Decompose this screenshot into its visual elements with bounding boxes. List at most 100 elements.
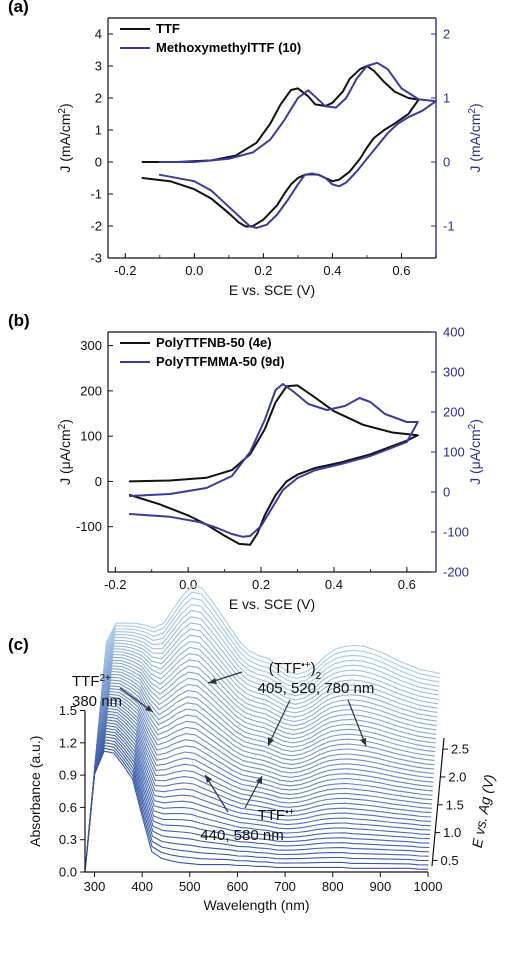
- x-tick-label: 600: [227, 879, 249, 894]
- spectrum-trace: [94, 622, 439, 762]
- annotation-ttf2plus-wavelength: 380 nm: [72, 693, 122, 710]
- y-axis-label: J (mA/cm2): [57, 103, 74, 172]
- y-tick-label: 200: [80, 383, 102, 398]
- panel-label: (b): [8, 311, 30, 330]
- y-axis-label: Absorbance (a.u.): [27, 736, 43, 847]
- panel-c: (c) 300 400 500 600 700 800 900 1000 Wavelength (…: [8, 585, 498, 913]
- spectrum-trace: [86, 727, 431, 850]
- legend-entry-2: MethoxymethylTTF (10): [156, 40, 301, 55]
- annotation-ttfplus-wavelength: 440, 580 nm: [200, 827, 283, 844]
- y-tick-label: 0: [95, 155, 102, 170]
- y-tick-label: 300: [80, 338, 102, 353]
- annotation-arrowhead: [360, 738, 366, 746]
- spectrum-trace: [88, 707, 433, 830]
- spectrum-trace: [85, 742, 429, 864]
- y2-tick-label: 100: [443, 445, 465, 460]
- spectrum-trace: [88, 705, 433, 827]
- y-tick-label: 0.3: [59, 832, 77, 847]
- z-tick-label: 1.0: [443, 825, 461, 840]
- spectrum-trace: [91, 673, 436, 796]
- spectrum-trace: [91, 670, 436, 793]
- y2-tick-label: 1: [443, 91, 450, 106]
- x-tick-label: 0.0: [179, 577, 197, 592]
- spectrum-trace: [86, 733, 430, 855]
- spectrum-trace: [90, 690, 434, 813]
- x-tick-label: 0.2: [254, 263, 272, 278]
- y2-tick-label: 0: [443, 485, 450, 500]
- annotation-arrow: [267, 699, 291, 747]
- spectrum-trace: [96, 591, 440, 747]
- y-tick-label: 2: [95, 91, 102, 106]
- y2-tick-label: -200: [443, 565, 469, 580]
- y-tick-label: 1.5: [59, 703, 77, 718]
- x-tick-label: 800: [322, 879, 344, 894]
- y-tick-label: -2: [90, 219, 102, 234]
- x-tick-label: 0.0: [185, 263, 203, 278]
- y2-axis-label: J (μA/cm2): [467, 419, 484, 485]
- x-tick-label: 0.6: [398, 577, 416, 592]
- y2-tick-label: 200: [443, 405, 465, 420]
- x-axis-label: Wavelength (nm): [203, 897, 309, 913]
- x-tick-label: 700: [274, 879, 296, 894]
- spectrum-trace: [88, 702, 433, 824]
- y2-tick-label: -1: [443, 219, 455, 234]
- spectrum-trace: [90, 688, 434, 810]
- series-line-2: [128, 383, 419, 538]
- y-tick-label: 100: [80, 429, 102, 444]
- x-tick-label: 900: [370, 879, 392, 894]
- panel-b: (b) -0.2 0.0 0.2 0.4 0.6 -100 0 100 200 300 -200 -10…: [8, 311, 483, 612]
- z-tick-label: 0.5: [441, 853, 459, 868]
- y-tick-label: 0.0: [59, 865, 77, 880]
- spectrum-trace: [85, 739, 430, 861]
- annotation-dimer-wavelength: 405, 520, 780 nm: [258, 680, 375, 697]
- annotation-ttfplus: TTF•+: [258, 807, 295, 825]
- spectrum-trace: [94, 628, 439, 764]
- legend-entry-2: PolyTTFMMA-50 (9d): [156, 354, 285, 369]
- spectrum-trace: [92, 665, 437, 787]
- x-tick-label: 400: [131, 879, 153, 894]
- series-line-2: [158, 61, 437, 229]
- z-tick-label: 2.0: [448, 769, 466, 784]
- spectrum-trace: [86, 725, 431, 847]
- y-tick-label: 0: [95, 474, 102, 489]
- spectrum-trace: [95, 610, 439, 756]
- y-tick-label: 1: [95, 123, 102, 138]
- annotation-arrowhead: [256, 776, 262, 784]
- spectrum-trace: [95, 597, 440, 750]
- y-tick-label: 0.9: [59, 768, 77, 783]
- spectrum-trace: [92, 659, 437, 782]
- spectrum-trace: [94, 634, 438, 767]
- legend-entry-1: TTF: [156, 21, 180, 36]
- panel-a: (a) -0.2 0.0 0.2 0.4 0.6 -3 -2 -1 0 1 2 3 4 -1 0 1 2 E vs.…: [8, 0, 483, 298]
- annotation-arrowhead: [208, 678, 217, 684]
- spectrum-trace: [84, 744, 429, 867]
- x-tick-label: 0.4: [323, 263, 341, 278]
- x-tick-label: 1000: [414, 879, 443, 894]
- annotation-arrowhead: [205, 775, 212, 783]
- y-tick-label: -100: [76, 519, 102, 534]
- y-tick-label: 4: [95, 27, 102, 42]
- x-tick-label: 500: [179, 879, 201, 894]
- spectrum-trace: [85, 736, 430, 858]
- spectrum-trace: [84, 750, 428, 873]
- y-axis-label: J (μA/cm2): [57, 419, 74, 485]
- spectrum-trace: [95, 616, 439, 759]
- spectrum-trace: [87, 713, 432, 836]
- spectrum-trace: [94, 640, 438, 770]
- spectrum-trace: [92, 668, 436, 790]
- y-tick-label: -1: [90, 187, 102, 202]
- y-tick-label: -3: [90, 251, 102, 266]
- x-tick-label: 0.4: [325, 577, 343, 592]
- annotation-arrow: [347, 699, 367, 747]
- annotation-arrowhead: [268, 737, 274, 746]
- annotation-arrowhead: [145, 705, 153, 712]
- z-axis-label: E vs. Ag (V): [469, 773, 498, 849]
- y-tick-label: 1.2: [59, 735, 77, 750]
- spectrum-trace: [95, 603, 440, 753]
- annotation-ttf2plus: TTF2+: [72, 673, 111, 691]
- spectrum-trace: [96, 585, 441, 745]
- y2-tick-label: 300: [443, 365, 465, 380]
- y2-tick-label: 0: [443, 155, 450, 170]
- x-axis-label: E vs. SCE (V): [229, 596, 315, 612]
